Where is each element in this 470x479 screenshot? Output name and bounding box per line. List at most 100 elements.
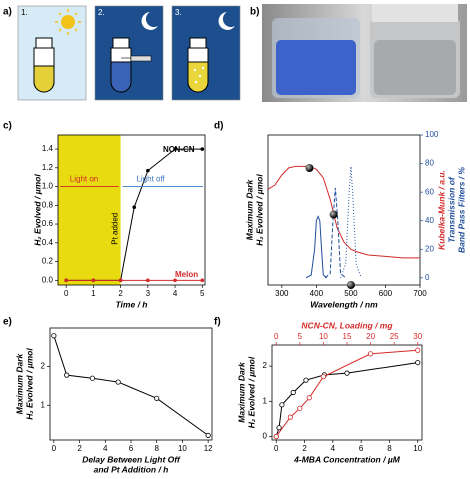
step-label: 2. bbox=[98, 8, 105, 17]
data-point bbox=[305, 164, 314, 172]
y-tick-label: 1.0 bbox=[42, 182, 54, 191]
y-axis-label: Maximum Dark bbox=[14, 352, 24, 414]
x-tick-label: 4 bbox=[173, 289, 178, 298]
x-tick-label: 300 bbox=[275, 289, 289, 298]
panel-label: c) bbox=[3, 121, 12, 132]
data-point bbox=[297, 405, 303, 411]
photo bbox=[262, 4, 467, 102]
y-tick-label: 0.8 bbox=[42, 200, 54, 209]
x-tick-label: 12 bbox=[204, 444, 213, 453]
x2-tick-label: 5 bbox=[298, 332, 303, 341]
plot-frame bbox=[49, 327, 213, 441]
x-axis-label: Time / h bbox=[116, 299, 148, 309]
x-tick-label: 400 bbox=[310, 289, 324, 298]
series-line bbox=[340, 166, 362, 279]
y-tick-label: 1.4 bbox=[42, 144, 54, 153]
data-point bbox=[276, 425, 282, 431]
x-axis-label: Delay Between Light Off bbox=[82, 454, 181, 464]
y-tick-label: 0.6 bbox=[42, 219, 54, 228]
x-tick-label: 10 bbox=[178, 444, 187, 453]
series-line bbox=[275, 362, 418, 437]
data-point bbox=[320, 374, 327, 380]
data-point bbox=[200, 278, 205, 283]
y2-tick-label: 100 bbox=[425, 130, 439, 139]
y-axis-label: H₂ Evolved / µmol bbox=[254, 174, 264, 246]
data-point bbox=[146, 168, 150, 173]
data-point bbox=[287, 414, 293, 420]
y-tick-label: 0.4 bbox=[42, 238, 54, 247]
x-tick-label: 4 bbox=[331, 444, 336, 453]
x-tick-label: 0 bbox=[52, 444, 57, 453]
y-axis-label: H₂ Evolved / µmol bbox=[32, 174, 42, 246]
legend-label: Melon bbox=[175, 270, 198, 279]
step-label: 1. bbox=[21, 8, 28, 17]
y-tick-label: 2 bbox=[41, 362, 46, 371]
shade bbox=[58, 135, 121, 285]
x2-tick-label: 30 bbox=[413, 332, 422, 341]
data-point bbox=[115, 379, 121, 385]
y-axis-label: Maximum Dark bbox=[236, 361, 246, 423]
data-point bbox=[64, 278, 68, 283]
y2-axis-label: Transmission of bbox=[446, 176, 456, 243]
y2-axis-label: Kubelka-Munk / a.u. bbox=[436, 170, 446, 250]
data-point bbox=[290, 389, 296, 396]
y2-tick-label: 80 bbox=[425, 159, 434, 168]
y-tick-label: 2 bbox=[263, 361, 268, 370]
x2-tick-label: 10 bbox=[319, 332, 328, 341]
annotation: Light on bbox=[70, 175, 98, 184]
data-point bbox=[344, 370, 350, 376]
y-tick-label: 1 bbox=[263, 396, 268, 405]
data-point bbox=[273, 433, 279, 440]
step-label: 3. bbox=[175, 8, 182, 17]
x-tick-label: 500 bbox=[344, 289, 358, 298]
data-point bbox=[329, 210, 338, 219]
panel-label: a) bbox=[3, 7, 12, 18]
y-axis-label: Maximum Dark bbox=[244, 178, 254, 240]
x2-tick-label: 20 bbox=[366, 332, 375, 341]
data-point bbox=[154, 395, 160, 401]
x-tick-label: 5 bbox=[200, 289, 205, 298]
x-tick-label: 4 bbox=[103, 444, 108, 453]
data-point bbox=[306, 395, 312, 401]
plot-frame bbox=[267, 134, 421, 286]
data-point bbox=[303, 377, 309, 383]
y-tick-label: 0 bbox=[263, 432, 268, 441]
panel-label: b) bbox=[250, 7, 259, 18]
y-axis-label: H₂ Evolved / µmol bbox=[246, 356, 256, 428]
series-line bbox=[267, 165, 420, 259]
data-point bbox=[279, 402, 285, 408]
y-tick-label: 1.2 bbox=[42, 163, 54, 172]
x-axis-label: and Pt Addition / h bbox=[94, 464, 169, 474]
data-point bbox=[415, 359, 421, 366]
data-point bbox=[146, 278, 150, 283]
series-line bbox=[324, 187, 347, 279]
data-point bbox=[346, 281, 355, 289]
x-tick-label: 1 bbox=[91, 289, 96, 298]
data-point bbox=[205, 432, 211, 438]
x-tick-label: 600 bbox=[379, 289, 393, 298]
x-tick-label: 700 bbox=[413, 289, 427, 298]
x2-tick-label: 15 bbox=[343, 332, 352, 341]
data-point bbox=[64, 372, 70, 378]
illustration bbox=[17, 5, 241, 101]
data-point bbox=[173, 147, 177, 151]
x-tick-label: 2 bbox=[302, 444, 307, 453]
y2-tick-label: 20 bbox=[425, 244, 434, 253]
data-point bbox=[51, 333, 57, 339]
annotation: Pt added bbox=[111, 213, 120, 245]
x-axis-label: Wavelength / nm bbox=[310, 299, 378, 309]
data-point bbox=[173, 278, 177, 283]
plot-frame bbox=[57, 134, 206, 286]
panel-label: e) bbox=[3, 317, 12, 328]
data-point bbox=[91, 278, 96, 283]
x2-tick-label: 0 bbox=[274, 332, 279, 341]
legend-label: NCN-CN bbox=[163, 145, 195, 154]
x-tick-label: 10 bbox=[413, 444, 422, 453]
series-line bbox=[305, 215, 328, 279]
data-point bbox=[367, 351, 374, 357]
data-point bbox=[132, 205, 137, 209]
y2-axis-label: Band Pass Filters / % bbox=[456, 167, 466, 253]
x-tick-label: 2 bbox=[77, 444, 82, 453]
y-tick-label: 0.0 bbox=[42, 275, 54, 284]
